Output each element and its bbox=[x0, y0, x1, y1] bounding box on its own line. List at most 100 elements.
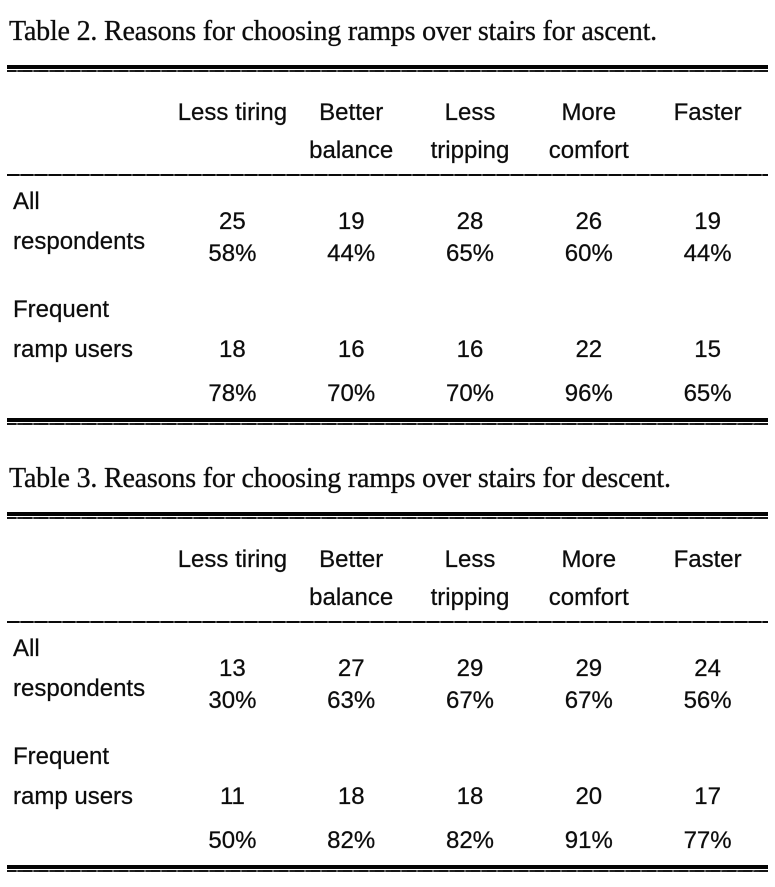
column-header-less-tiring: Less tiring bbox=[173, 541, 292, 617]
percent-cell: 77% bbox=[683, 827, 732, 854]
percent-cell: 70% bbox=[445, 380, 495, 407]
percent-cell: 58% bbox=[208, 240, 257, 267]
table-row-frequent-ramp-users-counts: Frequent ramp users 11 18 18 20 17 bbox=[8, 737, 767, 817]
table-top-rule bbox=[7, 65, 768, 72]
column-header-line: Better bbox=[319, 99, 384, 126]
count-cell: 17 bbox=[694, 783, 721, 810]
column-header-line: tripping bbox=[430, 584, 510, 611]
column-header-less-tripping: Less tripping bbox=[411, 541, 530, 617]
column-header-line: Better bbox=[319, 546, 384, 573]
column-header-line: Less tiring bbox=[177, 99, 288, 126]
count-cell: 16 bbox=[456, 336, 484, 363]
row-label-line: Frequent bbox=[13, 296, 110, 323]
row-label-all-respondents: All respondents bbox=[8, 629, 173, 709]
count-cell: 24 bbox=[694, 655, 721, 682]
column-header-line bbox=[648, 579, 767, 617]
count-cell: 27 bbox=[337, 655, 365, 682]
percent-cell: 60% bbox=[564, 240, 613, 267]
count-cell: 18 bbox=[456, 783, 484, 810]
table-row-frequent-ramp-users-counts: Frequent ramp users 18 16 16 22 15 bbox=[8, 290, 767, 370]
count-cell: 18 bbox=[337, 783, 365, 810]
column-header-line: Less bbox=[444, 99, 496, 126]
column-header-line: balance bbox=[309, 137, 394, 164]
column-header-faster: Faster bbox=[648, 541, 767, 617]
column-header-line: Less tiring bbox=[177, 546, 288, 573]
row-label-line: ramp users bbox=[13, 336, 134, 363]
count-cell: 13 bbox=[219, 655, 246, 682]
table-caption: Table 2. Reasons for choosing ramps over… bbox=[9, 16, 658, 48]
percent-cell: 63% bbox=[327, 687, 376, 714]
percent-cell: 67% bbox=[445, 687, 495, 714]
table-row-frequent-ramp-users-percents: 78% 70% 70% 96% 65% bbox=[8, 370, 767, 418]
percent-cell: 44% bbox=[683, 240, 732, 267]
percent-cell: 70% bbox=[327, 380, 376, 407]
header-spacer-cell bbox=[8, 541, 173, 617]
table-caption: Table 3. Reasons for choosing ramps over… bbox=[9, 463, 671, 495]
column-header-line: Faster bbox=[673, 99, 742, 126]
column-header-line: comfort bbox=[548, 137, 629, 164]
percent-cell: 91% bbox=[564, 827, 613, 854]
percent-cell: 78% bbox=[208, 380, 257, 407]
column-header-line bbox=[648, 132, 767, 170]
column-header-less-tiring: Less tiring bbox=[173, 94, 292, 170]
percent-cell: 65% bbox=[445, 240, 495, 267]
column-header-line bbox=[173, 579, 292, 617]
count-cell: 19 bbox=[337, 208, 365, 235]
count-cell: 29 bbox=[456, 655, 484, 682]
percent-cell: 82% bbox=[445, 827, 495, 854]
column-header-line bbox=[173, 132, 292, 170]
column-header-less-tripping: Less tripping bbox=[411, 94, 530, 170]
table-row-frequent-ramp-users-percents: 50% 82% 82% 91% 77% bbox=[8, 817, 767, 865]
column-header-line: Faster bbox=[673, 546, 742, 573]
column-header-faster: Faster bbox=[648, 94, 767, 170]
row-label-line: Frequent bbox=[13, 743, 110, 770]
count-cell: 29 bbox=[575, 655, 603, 682]
count-cell: 26 bbox=[575, 208, 603, 235]
percent-cell: 82% bbox=[327, 827, 376, 854]
row-label-frequent-ramp-users: Frequent ramp users bbox=[8, 290, 173, 370]
column-header-line: comfort bbox=[548, 584, 629, 611]
percent-cell: 67% bbox=[564, 687, 613, 714]
column-header-line: More bbox=[561, 546, 617, 573]
count-cell: 28 bbox=[456, 208, 484, 235]
table-header-row: Less tiring Better balance Less tripping… bbox=[8, 519, 767, 621]
header-spacer-cell bbox=[8, 94, 173, 170]
table-top-rule bbox=[7, 512, 768, 519]
row-label-frequent-ramp-users: Frequent ramp users bbox=[8, 737, 173, 817]
percent-cell: 65% bbox=[683, 380, 732, 407]
column-header-more-comfort: More comfort bbox=[529, 541, 648, 617]
count-cell: 16 bbox=[337, 336, 365, 363]
row-label-line: All respondents bbox=[13, 188, 146, 255]
header-divider-rule bbox=[7, 621, 768, 623]
table-bottom-rule bbox=[7, 418, 768, 425]
count-cell: 11 bbox=[219, 783, 245, 810]
percent-cell: 50% bbox=[208, 827, 257, 854]
column-header-line: tripping bbox=[430, 137, 510, 164]
column-header-line: balance bbox=[309, 584, 394, 611]
count-cell: 15 bbox=[694, 336, 721, 363]
column-header-more-comfort: More comfort bbox=[529, 94, 648, 170]
table-bottom-rule bbox=[7, 865, 768, 872]
count-cell: 22 bbox=[575, 336, 603, 363]
count-cell: 25 bbox=[219, 208, 246, 235]
row-label-line: ramp users bbox=[13, 783, 134, 810]
table-row-all-respondents-counts: All respondents 25 19 28 26 19 bbox=[8, 182, 767, 255]
column-header-better-balance: Better balance bbox=[292, 94, 411, 170]
row-label-line: All respondents bbox=[13, 635, 146, 702]
count-cell: 18 bbox=[219, 336, 246, 363]
percent-cell: 30% bbox=[208, 687, 257, 714]
table-row-all-respondents-percents: 30% 63% 67% 67% 56% bbox=[8, 677, 767, 725]
table-header-row: Less tiring Better balance Less tripping… bbox=[8, 72, 767, 174]
table-row-all-respondents-percents: 58% 44% 65% 60% 44% bbox=[8, 230, 767, 278]
column-header-better-balance: Better balance bbox=[292, 541, 411, 617]
table-row-all-respondents-counts: All respondents 13 27 29 29 24 bbox=[8, 629, 767, 702]
percent-cell: 56% bbox=[683, 687, 732, 714]
header-divider-rule bbox=[7, 174, 768, 176]
percent-cell: 44% bbox=[327, 240, 376, 267]
row-label-all-respondents: All respondents bbox=[8, 182, 173, 262]
column-header-line: Less bbox=[444, 546, 496, 573]
column-header-line: More bbox=[561, 99, 617, 126]
count-cell: 19 bbox=[694, 208, 721, 235]
descent-table: Table 3. Reasons for choosing ramps over… bbox=[0, 461, 775, 872]
percent-cell: 96% bbox=[564, 380, 613, 407]
